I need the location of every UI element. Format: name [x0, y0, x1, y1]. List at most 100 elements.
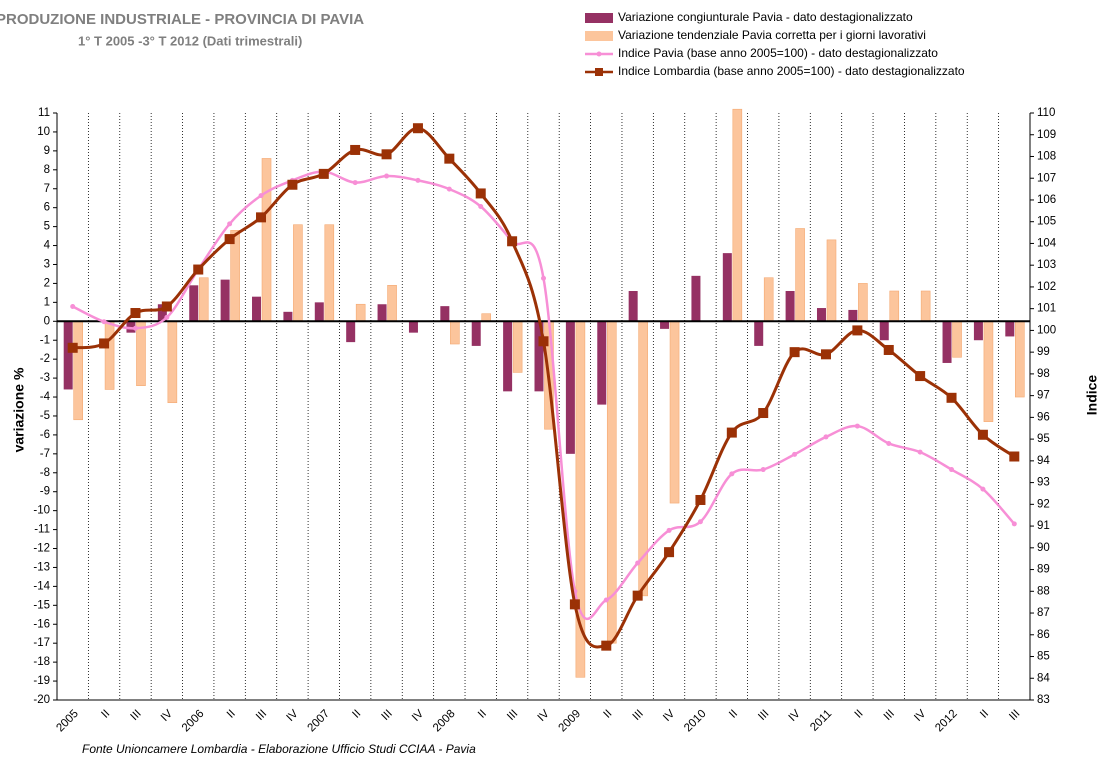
bar	[826, 239, 837, 322]
bar	[387, 285, 397, 322]
y-tick-label: 5	[44, 221, 50, 233]
bar	[189, 285, 199, 322]
legend-swatch	[585, 31, 613, 41]
line-marker	[132, 325, 138, 331]
x-tick-label: IV	[159, 708, 175, 724]
line-marker	[949, 467, 955, 473]
line-marker	[446, 186, 452, 192]
x-tick-label: IV	[284, 708, 300, 724]
line-marker	[227, 221, 233, 227]
bar	[104, 320, 115, 390]
x-tick-label: II	[99, 708, 112, 721]
bar	[157, 304, 167, 322]
y-tick-label: -20	[33, 694, 50, 706]
x-tick-label: III	[128, 708, 143, 723]
legend-marker	[595, 68, 603, 76]
y2-tick-label: 88	[1037, 585, 1050, 597]
bar	[628, 290, 638, 322]
y2-tick-label: 97	[1037, 390, 1050, 402]
x-tick-label: 2010	[682, 708, 709, 735]
line-marker	[352, 180, 358, 186]
line-marker	[854, 423, 860, 429]
legend-label: Variazione congiunturale Pavia - dato de…	[618, 10, 913, 24]
x-tick-label: III	[380, 708, 395, 723]
y-tick-label: -1	[40, 334, 50, 346]
line-marker	[729, 471, 735, 477]
bar	[503, 321, 513, 392]
x-tick-label: 2007	[305, 708, 332, 735]
line-marker	[99, 338, 110, 349]
y2-tick-label: 110	[1037, 107, 1055, 119]
line-marker	[318, 168, 329, 179]
line-marker	[569, 599, 580, 610]
bar	[167, 320, 178, 404]
series-line	[72, 126, 1016, 649]
bar	[879, 321, 889, 341]
line-marker	[792, 451, 798, 457]
bar	[848, 309, 858, 322]
y-tick-label: 6	[44, 202, 50, 214]
bar	[816, 308, 826, 322]
y-tick-label: -16	[33, 618, 50, 630]
bar	[293, 224, 303, 322]
x-tick-label: IV	[787, 708, 803, 724]
bar	[481, 313, 492, 322]
y2-tick-label: 105	[1037, 216, 1056, 228]
bar	[136, 320, 146, 386]
y-tick-label: -14	[33, 580, 50, 592]
bar	[732, 108, 743, 322]
line-marker	[915, 371, 926, 382]
bar	[983, 320, 994, 422]
bar	[355, 303, 366, 322]
line-marker	[381, 149, 392, 160]
line-marker	[164, 314, 170, 320]
line-marker	[161, 301, 172, 312]
y2-tick-label: 95	[1037, 433, 1050, 445]
y2-tick-label: 98	[1037, 368, 1050, 380]
y-tick-label: 0	[44, 315, 50, 327]
y-tick-label: -2	[40, 353, 50, 365]
bar	[261, 158, 272, 322]
line-marker	[883, 344, 894, 355]
line-marker	[541, 275, 546, 281]
line-marker	[946, 392, 957, 403]
y-tick-label: 7	[44, 183, 50, 195]
y2-tick-label: 91	[1037, 520, 1050, 532]
line-marker	[538, 336, 549, 347]
y-tick-label: -7	[40, 448, 50, 460]
x-tick-label: IV	[912, 708, 928, 724]
line-marker	[287, 179, 298, 190]
bar	[324, 224, 335, 322]
line-marker	[697, 519, 703, 525]
legend-marker	[596, 51, 602, 57]
y2-tick-label: 109	[1037, 129, 1056, 141]
line-marker	[789, 347, 800, 358]
bar	[973, 321, 983, 341]
series-line	[72, 170, 1016, 621]
x-tick-label: IV	[661, 708, 677, 724]
source-note: Fonte Unioncamere Lombardia - Elaborazio…	[82, 742, 476, 756]
line-marker	[224, 234, 235, 245]
bar	[440, 306, 450, 322]
y-tick-label: -9	[40, 486, 50, 498]
x-tick-label: 2006	[180, 708, 207, 735]
x-tick-label: II	[225, 708, 238, 721]
line-marker	[635, 560, 641, 566]
x-tick-label: 2011	[808, 708, 834, 734]
bar	[565, 321, 575, 454]
bar	[785, 290, 795, 322]
bar	[346, 321, 356, 343]
bar	[283, 311, 293, 322]
bar	[889, 290, 900, 322]
bar	[534, 321, 544, 392]
y-tick-label: -3	[40, 372, 50, 384]
y-tick-label: 3	[44, 259, 50, 271]
y2-tick-label: 108	[1037, 151, 1056, 163]
line-marker	[1011, 521, 1017, 527]
line-marker	[412, 123, 423, 134]
x-tick-label: IV	[410, 708, 426, 724]
y-tick-label: 11	[38, 107, 50, 119]
x-tick-label: II	[978, 708, 991, 721]
x-tick-label: IV	[536, 708, 552, 724]
bar	[450, 320, 460, 345]
